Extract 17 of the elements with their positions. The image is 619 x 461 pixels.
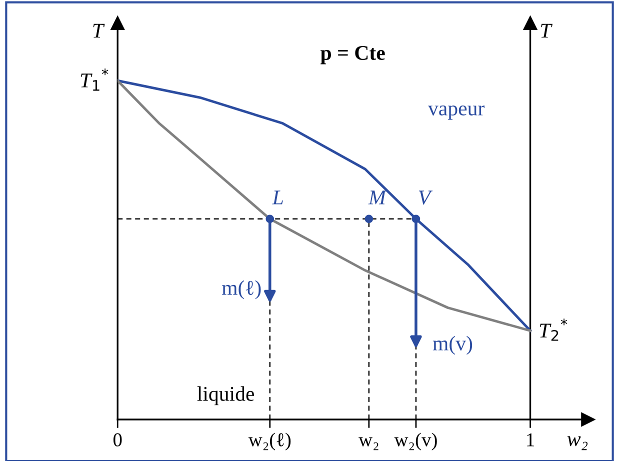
- annotation: m(v): [432, 336, 472, 355]
- annotation: L: [272, 190, 283, 204]
- x-tick-label: 0: [113, 433, 122, 446]
- annotation: T$_{2}$$^{*}$: [540, 318, 568, 341]
- x-tick-label: w₂: [358, 437, 378, 450]
- chart-title: p = Cte: [320, 46, 385, 64]
- annotation: T$_{1}$$^{*}$: [80, 68, 108, 91]
- x-tick-label: w₂(v): [394, 432, 437, 450]
- annotation: liquide: [197, 386, 254, 406]
- x-tick-label: w₂(ℓ): [248, 432, 291, 450]
- annotation: m(ℓ): [222, 280, 261, 300]
- y2-axis-title: T: [541, 24, 553, 38]
- annotation: V: [418, 190, 433, 205]
- x-tick-label: 1: [527, 433, 534, 446]
- annotation: vapeur: [428, 105, 484, 120]
- annotation: M: [368, 190, 387, 204]
- y-axis-title: T: [93, 24, 105, 38]
